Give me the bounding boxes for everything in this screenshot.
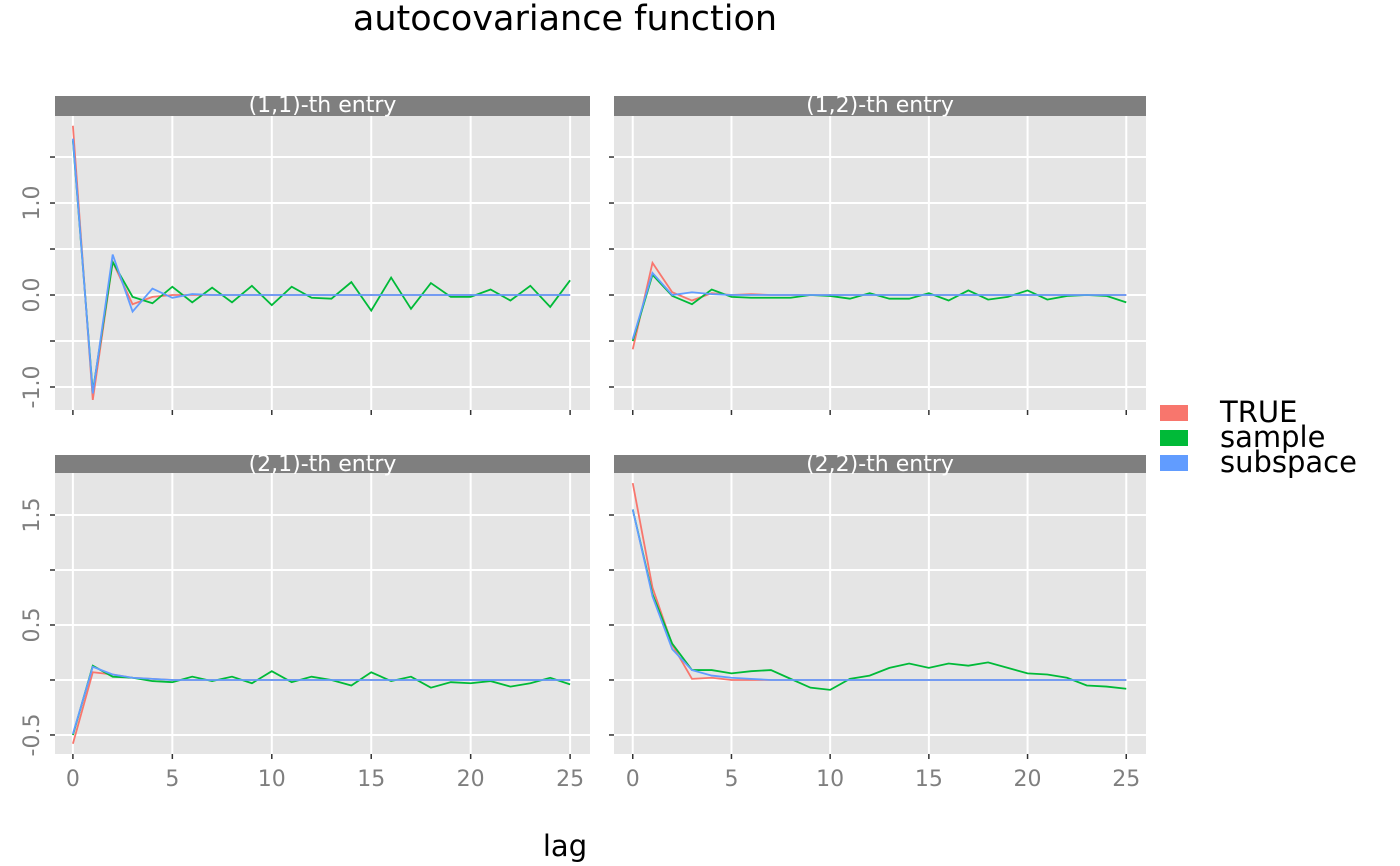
x-tick-label: 20 xyxy=(1014,767,1042,792)
strip-background xyxy=(55,96,590,116)
panel-background xyxy=(55,473,590,754)
strip-background xyxy=(614,455,1146,473)
x-tick-label: 5 xyxy=(724,767,738,792)
series-line xyxy=(631,509,1127,691)
x-tick-label: 25 xyxy=(556,767,584,792)
strip-label: (2,1)-th entry xyxy=(249,452,397,477)
panel-background xyxy=(614,116,1146,410)
series-line xyxy=(631,273,1127,342)
y-tick-label: -0.5 xyxy=(20,714,45,757)
x-tick-label: 0 xyxy=(66,767,80,792)
x-tick-label: 25 xyxy=(1112,767,1140,792)
x-tick-label: 10 xyxy=(258,767,286,792)
strip-label: (2,2)-th entry xyxy=(806,452,954,477)
legend-key xyxy=(1160,455,1188,471)
legend-label: sample xyxy=(1220,420,1325,454)
strip-background xyxy=(55,455,590,473)
x-tick-label: 0 xyxy=(626,767,640,792)
y-tick-label: 0.5 xyxy=(20,607,45,642)
strip-label: (1,1)-th entry xyxy=(249,93,397,118)
chart-title: autocovariance function xyxy=(353,0,777,39)
legend-key xyxy=(1160,430,1188,446)
y-tick-label: 1.0 xyxy=(20,186,45,221)
y-tick-label: 1.5 xyxy=(20,498,45,533)
strip-background xyxy=(614,96,1146,116)
x-tick-label: 5 xyxy=(165,767,179,792)
series-line xyxy=(72,138,571,394)
strip-label: (1,2)-th entry xyxy=(806,93,954,118)
series-line xyxy=(72,664,571,736)
panel-background xyxy=(614,473,1146,754)
x-axis-label: lag xyxy=(543,829,587,863)
legend-label: TRUE xyxy=(1219,395,1297,429)
x-tick-label: 20 xyxy=(457,767,485,792)
legend-key xyxy=(1160,405,1188,421)
x-tick-label: 15 xyxy=(915,767,943,792)
x-tick-label: 15 xyxy=(357,767,385,792)
series-line xyxy=(72,140,571,392)
series-line xyxy=(72,665,571,735)
y-tick-label: 0.0 xyxy=(20,278,45,313)
legend-label: subspace xyxy=(1220,445,1357,479)
series-line xyxy=(631,271,1127,340)
series-line xyxy=(631,509,1127,681)
y-tick-label: -1.0 xyxy=(20,366,45,409)
panel-background xyxy=(55,116,590,410)
x-tick-label: 10 xyxy=(816,767,844,792)
